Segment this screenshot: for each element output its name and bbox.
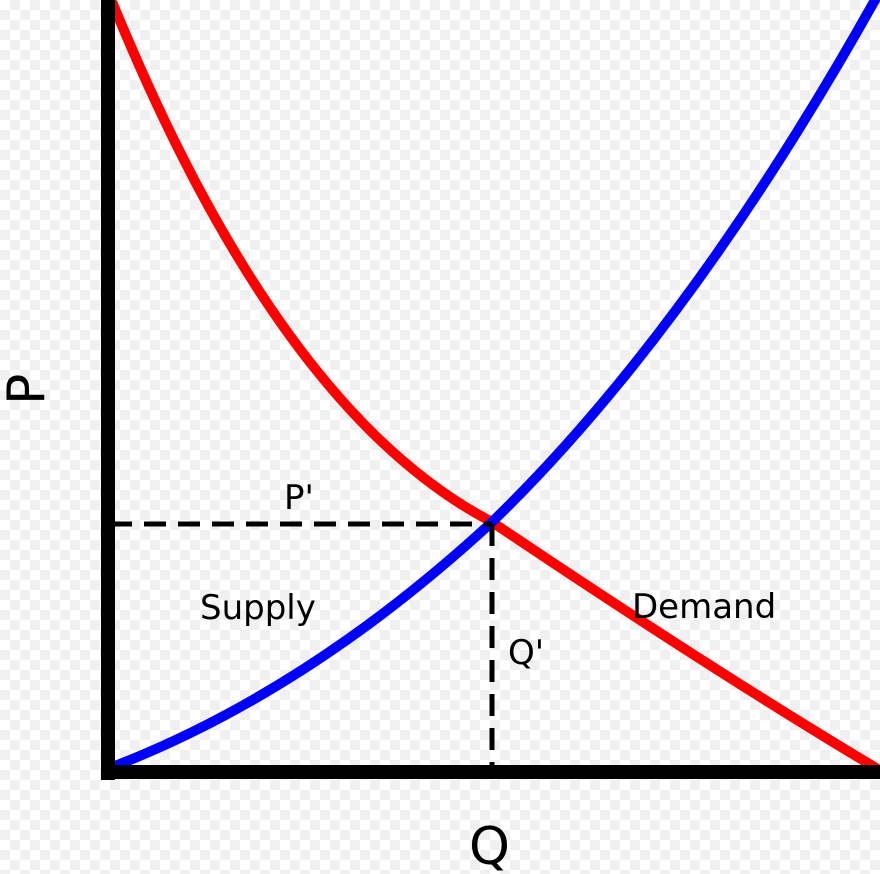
supply-label: Supply bbox=[200, 588, 316, 628]
equilibrium-quantity-label: Q' bbox=[508, 633, 544, 673]
demand-label: Demand bbox=[632, 587, 776, 627]
x-axis-label: Q bbox=[469, 817, 510, 874]
supply-curve bbox=[110, 0, 880, 771]
demand-curve bbox=[108, 0, 880, 773]
equilibrium-price-label: P' bbox=[284, 478, 314, 518]
y-axis-label: P bbox=[0, 374, 57, 405]
